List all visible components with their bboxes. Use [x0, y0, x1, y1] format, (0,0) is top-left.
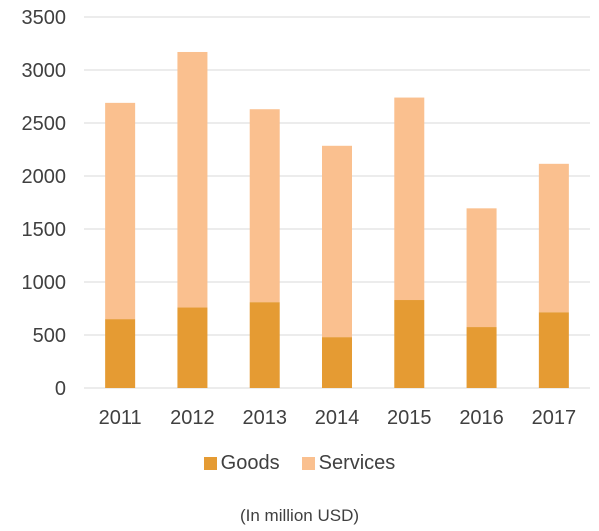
x-tick-label: 2016	[459, 407, 504, 429]
y-tick-label: 1000	[22, 272, 67, 294]
y-tick-label: 500	[33, 325, 66, 347]
bar-services-2016	[466, 208, 497, 328]
y-tick-label: 1500	[22, 219, 67, 241]
legend-swatch-services	[301, 457, 315, 470]
x-tick-label: 2017	[532, 407, 577, 429]
y-tick-label: 0	[55, 378, 66, 400]
x-axis-tick-labels: 2011 2012 2013 2014 2015 2016 2017	[99, 407, 576, 429]
legend-item-goods: Goods	[203, 452, 280, 475]
y-tick-label: 3500	[22, 7, 67, 29]
x-tick-label: 2015	[387, 407, 432, 429]
y-tick-label: 2000	[22, 166, 67, 188]
unit-note: (In million USD)	[239, 506, 360, 525]
legend-label-goods: Goods	[220, 452, 280, 474]
x-tick-label: 2014	[315, 407, 360, 429]
bar-goods-2013	[249, 302, 280, 388]
y-tick-label: 3000	[22, 60, 67, 82]
bar-services-2014	[322, 145, 352, 338]
bar-goods-2017	[538, 312, 569, 388]
bar-goods-2011	[105, 319, 136, 388]
y-axis-tick-labels: 0 500 1000 1500 2000 2500 3000 3500	[22, 7, 67, 400]
legend-item-services: Services	[301, 452, 396, 475]
bar-goods-2016	[466, 327, 497, 388]
bar-services-2011	[105, 102, 136, 320]
bar-services-2013	[249, 109, 280, 303]
bar-services-2017	[538, 163, 569, 313]
x-tick-label: 2013	[242, 407, 287, 429]
bar-goods-2015	[394, 300, 425, 388]
x-tick-label: 2011	[99, 407, 142, 429]
y-tick-label: 2500	[22, 113, 67, 135]
bars	[105, 51, 569, 388]
bar-services-2012	[177, 51, 208, 308]
bar-goods-2012	[177, 307, 208, 388]
legend-swatch-goods	[203, 457, 217, 470]
bar-services-2015	[394, 97, 425, 301]
x-tick-label: 2012	[170, 407, 215, 429]
legend-label-services: Services	[318, 452, 396, 474]
bar-goods-2014	[322, 337, 352, 388]
legend: Goods Services	[0, 452, 599, 475]
